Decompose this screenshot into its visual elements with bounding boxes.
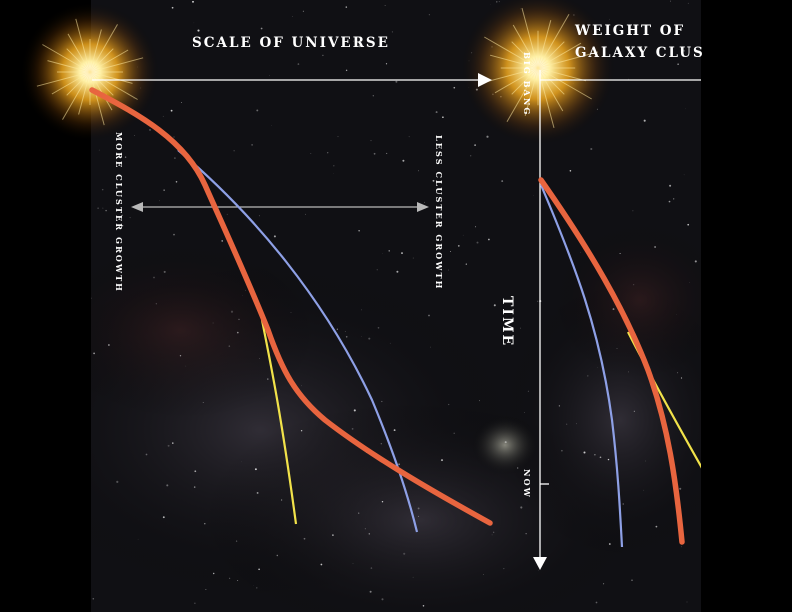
right-orange-curve [538,177,685,545]
weight-title-line2: GALAXY CLUS [575,45,705,61]
left-orange-curve [89,87,493,526]
scale-title: SCALE OF UNIVERSE [192,35,390,51]
left-yellow-curve [260,319,298,525]
starburst-rays [36,7,599,129]
now-label: NOW [522,469,532,499]
right-blue-curve [539,184,624,548]
big-bang-label: BIG BANG [522,52,532,116]
growth-arrow-right-head [417,202,429,212]
time-axis-arrowhead [533,557,547,570]
growth-arrow-left-head [131,202,143,212]
more-growth-label: MORE CLUSTER GROWTH [114,132,124,293]
time-label: TIME [499,296,515,347]
distant-galaxy [471,415,539,475]
less-growth-label: LESS CLUSTER GROWTH [434,135,444,290]
left-blue-curve [177,149,419,533]
scale-axis-arrowhead [478,73,492,87]
weight-title-line1: WEIGHT OF [574,23,685,39]
